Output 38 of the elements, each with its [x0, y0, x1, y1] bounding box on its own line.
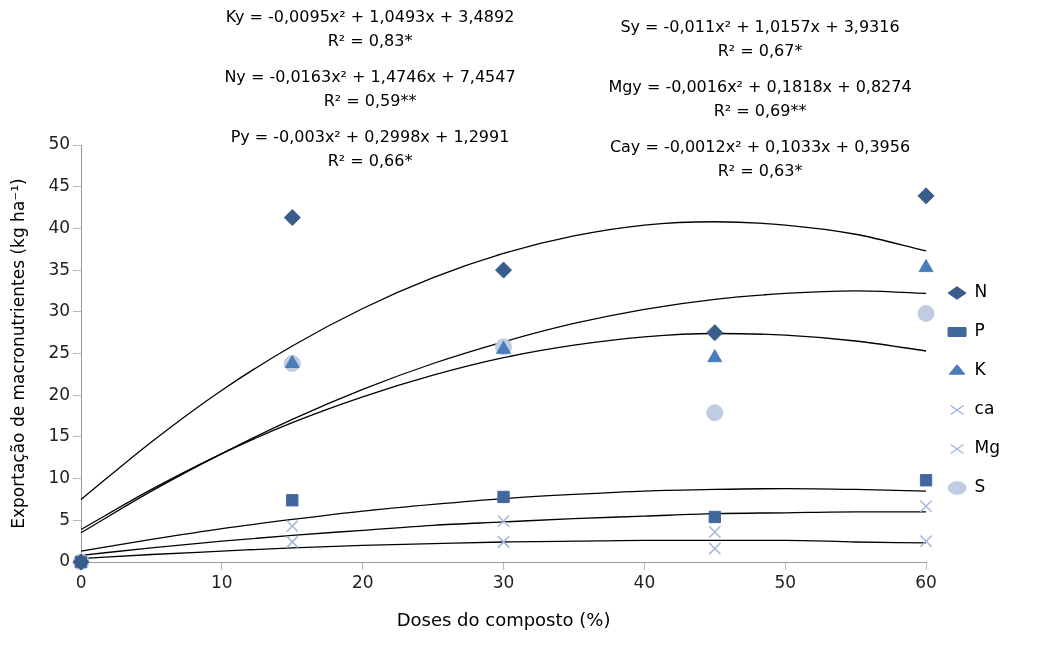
text: Ny = -0,0163x² + 1,4746x + 7,4547: [224, 67, 516, 87]
y-tick-label: 45: [48, 175, 71, 196]
legend-label: P: [974, 320, 985, 341]
x-tick-label: 20: [351, 571, 374, 592]
y-tick-label: 0: [59, 550, 71, 571]
annotation: R² = 0,63*: [717, 161, 803, 181]
y-tick-label: 5: [59, 508, 71, 529]
y-tick-label: 25: [48, 341, 71, 362]
legend-label: Mg: [974, 437, 1001, 458]
y-tick-label: 20: [48, 383, 71, 404]
text: Mgy = -0,0016x² + 0,1818x + 0,8274: [608, 77, 912, 97]
x-axis-title: Doses do composto (%): [396, 608, 611, 630]
y-tick-label: 50: [48, 133, 71, 154]
x-tick-label: 0: [75, 571, 87, 592]
text: R² = 0,69**: [713, 101, 807, 121]
y-tick-label: 15: [48, 425, 71, 446]
legend-label: ca: [974, 398, 995, 419]
y-tick-label: 10: [48, 467, 71, 488]
legend-label: K: [974, 359, 987, 380]
annotation: R² = 0,66*: [327, 151, 413, 171]
y-axis-title: Exportação de macronutrientes (kg ha⁻¹): [7, 178, 28, 529]
annotation: Cay = -0,0012x² + 0,1033x + 0,3956: [609, 137, 911, 157]
x-tick-label: 10: [211, 571, 233, 592]
y-tick-label: 30: [48, 300, 71, 321]
text: R² = 0,83*: [327, 31, 413, 51]
legend-label: S: [974, 476, 986, 497]
x-tick-label: 40: [633, 571, 656, 592]
x-tick-label: 30: [492, 571, 515, 592]
annotation: Py = -0,003x² + 0,2998x + 1,2991: [230, 127, 510, 147]
y-tick-label: 40: [48, 216, 71, 237]
y-tick-label: 35: [48, 258, 71, 279]
text: Ky = -0,0095x² + 1,0493x + 3,4892: [225, 7, 515, 27]
x-tick-label: 50: [774, 571, 797, 592]
text: Sy = -0,011x² + 1,0157x + 3,9316: [620, 17, 900, 37]
x-tick-label: 60: [915, 571, 937, 592]
text: R² = 0,67*: [717, 41, 803, 61]
text: R² = 0,59**: [323, 91, 417, 111]
legend-label: N: [974, 281, 988, 302]
